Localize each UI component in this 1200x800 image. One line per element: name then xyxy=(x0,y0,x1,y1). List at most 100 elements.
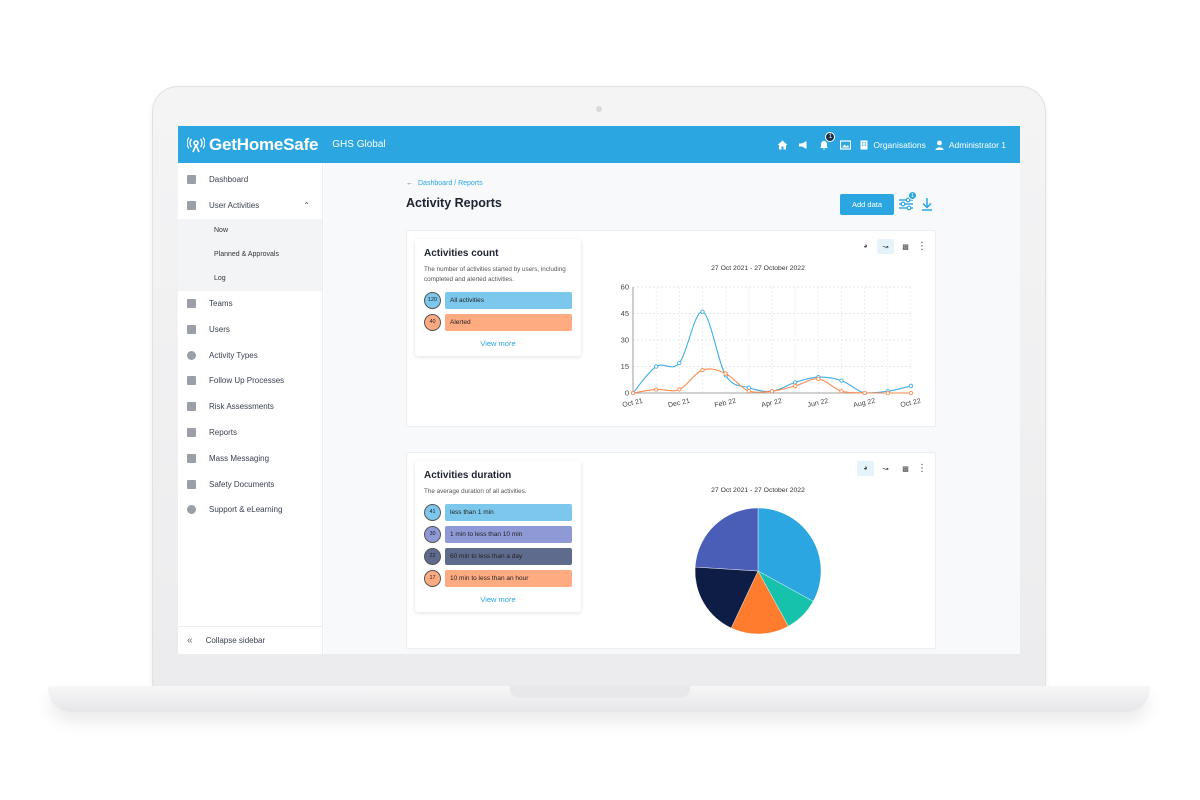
breadcrumb-text[interactable]: Dashboard / Reports xyxy=(418,180,483,187)
data-point xyxy=(677,387,682,392)
building-icon xyxy=(860,140,868,149)
sidebar-item-teams[interactable]: Teams xyxy=(178,291,322,317)
data-point xyxy=(654,387,659,392)
more-options-icon[interactable]: ⋮ xyxy=(917,240,927,252)
logo[interactable]: GetHomeSafe xyxy=(187,135,318,155)
card-description: The average duration of all activities. xyxy=(424,488,527,495)
topbar-actions: 1 Organisations Administrator 1 xyxy=(776,126,1006,163)
pie-slice xyxy=(694,507,759,572)
reports-icon xyxy=(187,427,196,437)
user-menu[interactable]: Administrator 1 xyxy=(935,140,1006,150)
view-more-link[interactable]: View more xyxy=(480,339,516,348)
x-tick-label: Apr 22 xyxy=(761,398,783,409)
sidebar-subitem-now[interactable]: Now xyxy=(214,227,229,235)
organisations-link[interactable]: Organisations xyxy=(860,139,926,150)
double-chevron-left-icon: « xyxy=(187,635,193,646)
legend-count: 17 xyxy=(424,569,441,587)
legend-item[interactable]: 120 All activities xyxy=(424,289,572,311)
pie-chart-icon[interactable]: ◕ xyxy=(857,461,874,476)
list-icon xyxy=(187,201,196,211)
user-label: Administrator 1 xyxy=(948,139,1006,150)
line-chart: 0 15 30 45 60 Oct 21 Dec 21 Feb 22 Apr 22 Jun 22 A… xyxy=(621,283,921,410)
data-point xyxy=(885,390,890,396)
legend-panel: Activities count The number of activitie… xyxy=(415,239,581,356)
data-point xyxy=(769,389,775,394)
date-range-label: 27 Oct 2021 - 27 October 2022 xyxy=(711,265,805,272)
card-description: The number of activities started by user… xyxy=(424,266,566,283)
sidebar-item-reports[interactable]: Reports xyxy=(178,420,322,446)
data-point xyxy=(816,376,821,382)
sidebar-item-dashboard[interactable]: Dashboard xyxy=(178,167,322,193)
legend-label: 1 min to less than 10 min xyxy=(445,525,572,543)
page-title: Activity Reports xyxy=(406,196,502,210)
sidebar-item-label: Follow Up Processes xyxy=(209,376,285,386)
add-data-button[interactable]: Add data xyxy=(840,194,894,215)
legend-item[interactable]: 30 1 min to less than 10 min xyxy=(424,523,572,545)
file-icon xyxy=(187,479,196,489)
data-point xyxy=(839,378,844,383)
pie-chart xyxy=(694,507,822,635)
legend-label: Alerted xyxy=(445,313,572,331)
y-tick-label: 30 xyxy=(621,336,629,345)
more-options-icon[interactable]: ⋮ xyxy=(917,462,927,474)
sidebar-item-users[interactable]: Users xyxy=(178,316,322,342)
pie-slice xyxy=(730,570,789,635)
organisations-label: Organisations xyxy=(873,139,926,150)
sidebar-subitem-log[interactable]: Log xyxy=(214,275,226,283)
card-title: Activities count xyxy=(424,248,499,259)
teams-icon xyxy=(187,298,196,308)
chevron-up-icon[interactable]: ⌃ xyxy=(303,201,310,211)
legend-label: 10 min to less than an hour xyxy=(445,569,572,587)
data-point xyxy=(630,390,636,396)
card-title: Activities duration xyxy=(424,470,512,481)
megaphone-icon[interactable] xyxy=(797,139,809,151)
collapse-sidebar-button[interactable]: « Collapse sidebar xyxy=(178,626,323,654)
bell-icon[interactable]: 1 xyxy=(818,131,836,151)
sidebar-item-label: Teams xyxy=(209,298,233,308)
sidebar-submenu: Now Planned & Approvals Log xyxy=(178,218,322,291)
pie-slice xyxy=(757,507,822,602)
logo-text: GetHomeSafe xyxy=(209,134,319,154)
legend-count: 120 xyxy=(424,291,441,309)
gallery-icon[interactable] xyxy=(839,139,851,151)
sidebar-item-safety-documents[interactable]: Safety Documents xyxy=(178,471,322,497)
y-tick-label: 0 xyxy=(625,389,629,398)
sidebar-item-mass-messaging[interactable]: Mass Messaging xyxy=(178,445,322,471)
view-more-link[interactable]: View more xyxy=(480,595,516,604)
x-tick-label: Feb 22 xyxy=(714,398,737,409)
sidebar-item-label: Activity Types xyxy=(209,350,258,360)
sidebar-item-label: Users xyxy=(209,324,230,334)
sidebar-subitem-planned-approvals[interactable]: Planned & Approvals xyxy=(214,251,279,259)
x-tick-label: Dec 21 xyxy=(667,398,690,409)
line-chart-icon[interactable]: ↝ xyxy=(882,465,889,473)
legend-item[interactable]: 40 Alerted xyxy=(424,311,572,333)
pie-slice xyxy=(694,566,759,629)
legend-label: less than 1 min xyxy=(445,503,572,521)
sidebar-item-follow-up-processes[interactable]: Follow Up Processes xyxy=(178,368,322,394)
legend-item[interactable]: 41 less than 1 min xyxy=(424,501,572,523)
bar-chart-icon[interactable]: ▩ xyxy=(902,465,909,473)
chart-toolbar: ◕ ↝ ▩ ⋮ xyxy=(857,239,927,254)
share-icon xyxy=(187,453,196,463)
sidebar-item-user-activities[interactable]: User Activities ⌃ xyxy=(178,193,322,219)
data-point xyxy=(746,385,751,390)
legend-count: 22 xyxy=(424,547,441,565)
back-arrow-icon[interactable]: ← xyxy=(406,180,413,187)
app-screen: GetHomeSafe GHS Global 1 Organisations xyxy=(178,126,1020,654)
sidebar-item-support-elearning[interactable]: Support & eLearning xyxy=(178,497,322,523)
x-tick-label: Oct 21 xyxy=(622,398,644,409)
data-point xyxy=(793,380,798,385)
download-icon[interactable] xyxy=(921,196,933,212)
pie-chart-icon[interactable]: ◕ xyxy=(863,243,868,250)
sidebar-item-activity-types[interactable]: Activity Types xyxy=(178,342,322,368)
legend-count: 30 xyxy=(424,525,441,543)
bar-chart-icon[interactable]: ▩ xyxy=(902,243,909,251)
legend-item[interactable]: 22 60 min to less than a day xyxy=(424,545,572,567)
sidebar-item-label: Reports xyxy=(209,427,238,437)
x-tick-label: Jun 22 xyxy=(807,398,829,409)
line-chart-icon[interactable]: ↝ xyxy=(877,239,894,254)
legend-item[interactable]: 17 10 min to less than an hour xyxy=(424,567,572,589)
sidebar-item-risk-assessments[interactable]: Risk Assessments xyxy=(178,394,322,420)
date-range-label: 27 Oct 2021 - 27 October 2022 xyxy=(711,487,805,494)
home-icon[interactable] xyxy=(776,139,788,151)
